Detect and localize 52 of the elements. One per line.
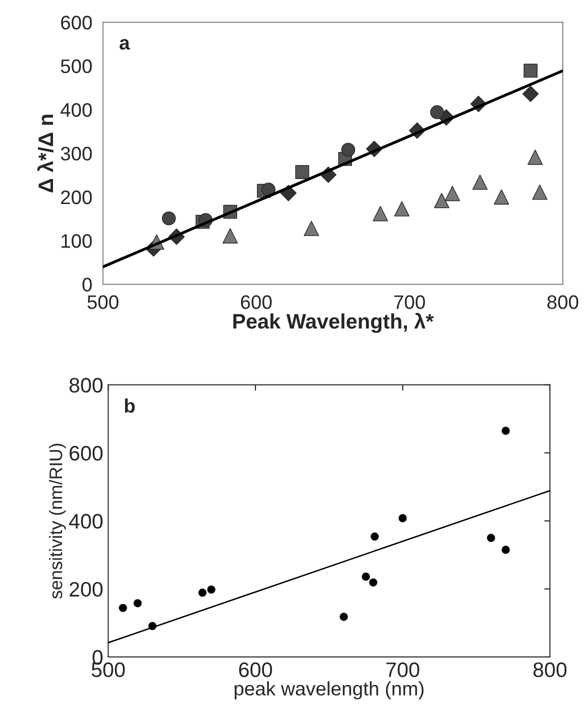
x-axis-title: Peak Wavelength, λ* [233,312,434,333]
annotation: b [124,398,135,413]
point [502,426,510,435]
point [472,174,488,190]
point [528,150,543,165]
y-tick-label: 100 [62,234,92,248]
y-tick-label: 200 [70,582,103,597]
point [398,514,407,522]
x-tick-label: 600 [239,662,272,678]
point [340,612,348,621]
point [486,534,496,542]
y-tick-label: 500 [60,59,92,74]
point [532,184,548,200]
point [430,105,444,120]
point [295,165,310,180]
x-tick-label: 600 [241,295,272,310]
y-tick-label: 600 [61,16,92,30]
point [362,572,370,581]
y-axis-title: sensitivity (nm/RIU) [49,444,66,599]
point [444,186,460,202]
point [524,64,538,78]
point [198,588,207,597]
point [502,546,510,554]
point [341,142,356,157]
point [494,189,510,205]
point [118,604,128,612]
point [162,211,176,226]
point [262,182,276,196]
x-tick-label: 800 [533,662,566,678]
point [522,86,539,102]
y-tick-label: 600 [70,446,103,461]
point [369,578,378,587]
point [304,220,320,236]
y-tick-label: 400 [60,103,92,117]
y-tick-label: 800 [70,378,103,393]
y-tick-label: 400 [69,514,103,529]
point [222,228,238,244]
point [372,206,388,222]
annotation: a [120,38,130,50]
point [394,201,410,216]
x-tick-label: 700 [394,295,425,310]
point [134,599,142,608]
x-tick-label: 700 [386,662,420,678]
y-tick-label: 0 [82,278,92,292]
y-tick-label: 300 [60,146,92,161]
point [370,532,379,541]
x-tick-label: 800 [547,295,578,310]
y-axis-title: Δ λ*/Δ n [37,114,54,192]
point [434,192,450,208]
point [207,585,216,594]
y-tick-label: 200 [61,190,92,204]
x-axis-title: peak wavelength (nm) [234,681,424,700]
